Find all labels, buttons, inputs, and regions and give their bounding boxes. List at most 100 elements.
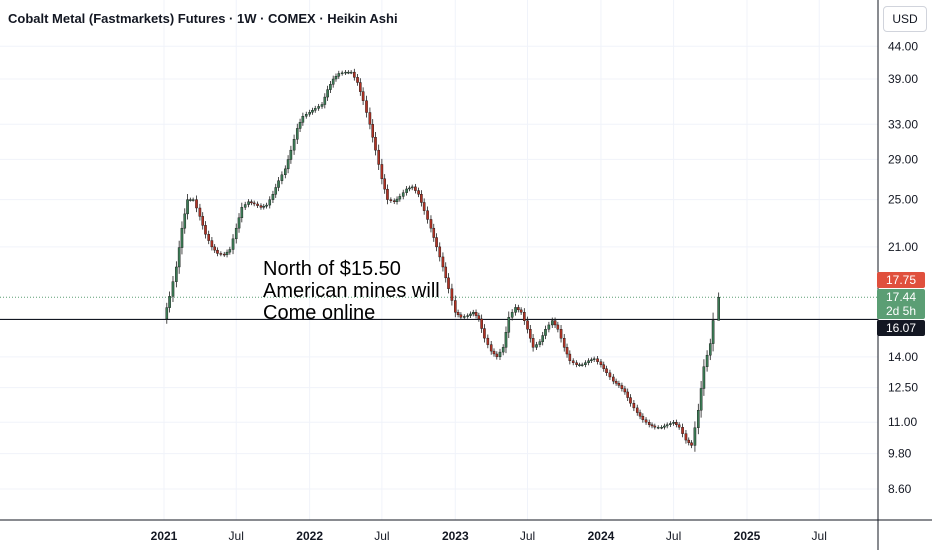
annotation-line-3: Come online (263, 302, 375, 324)
candle-up (660, 427, 663, 429)
candle-up (240, 207, 244, 218)
candle-up (329, 84, 332, 90)
candle-up (183, 213, 187, 229)
price-tags: 17.75 17.44 2d 5h 16.07 (877, 272, 925, 336)
candle-up (340, 72, 344, 75)
candle-up (547, 324, 551, 330)
candle-down (629, 397, 632, 404)
candle-up (469, 313, 472, 316)
candle-down (559, 329, 563, 339)
x-tick-label: 2023 (442, 529, 469, 543)
candle-down (602, 364, 606, 369)
candle-down (414, 186, 417, 191)
upper-price-tag (877, 272, 925, 288)
candle-down (531, 338, 535, 348)
candle-up (398, 196, 402, 200)
currency-button[interactable]: USD (883, 6, 927, 32)
candle-down (368, 112, 372, 125)
candle-up (286, 159, 290, 170)
candle-up (271, 194, 275, 200)
candle-up (326, 89, 329, 98)
candle-up (231, 238, 235, 250)
candle-up (165, 307, 169, 320)
candle-down (650, 424, 654, 427)
candle-down (435, 237, 438, 248)
current-price-tag (877, 289, 925, 319)
candle-up (538, 341, 542, 345)
candle-down (529, 329, 532, 339)
y-tick-label: 25.00 (888, 193, 918, 207)
candle-down (492, 350, 496, 355)
chart-title: Cobalt Metal (Fastmarkets) Futures · 1W … (8, 11, 398, 26)
candle-up (284, 168, 287, 176)
candle-up (669, 423, 672, 425)
candle-down (420, 194, 423, 203)
x-tick-label: 2021 (151, 529, 178, 543)
candle-up (656, 427, 660, 429)
candle-down (450, 288, 454, 301)
candle-down (675, 422, 678, 425)
x-tick-label: Jul (666, 529, 681, 543)
candle-up (171, 281, 175, 297)
candle-up (295, 128, 299, 140)
candle-up (708, 343, 712, 356)
candle-up (587, 360, 590, 363)
candle-up (277, 180, 280, 188)
candle-down (653, 425, 657, 428)
candle-up (462, 316, 466, 318)
line-price-tag (877, 320, 925, 336)
candle-up (311, 110, 314, 113)
candle-down (210, 240, 214, 248)
candle-up (405, 188, 408, 193)
annotation-text: North of $15.50 American mines will Come… (263, 258, 440, 324)
candle-down (690, 442, 693, 446)
candle-down (605, 368, 608, 374)
candle-down (438, 246, 442, 258)
candle-up (191, 199, 195, 201)
candle-up (697, 409, 700, 428)
candle-down (359, 82, 362, 92)
candle-up (262, 205, 266, 208)
y-tick-label: 12.50 (888, 381, 918, 395)
candle-up (578, 364, 581, 366)
candle-up (225, 251, 229, 255)
candle-down (386, 188, 389, 200)
candle-down (565, 347, 569, 355)
candle-down (632, 403, 636, 409)
x-tick-label: 2025 (734, 529, 761, 543)
y-tick-label: 11.00 (888, 415, 917, 429)
candle-up (504, 332, 508, 348)
candle-up (541, 335, 544, 342)
candle-up (180, 227, 184, 248)
x-tick-label: Jul (520, 529, 535, 543)
candle-up (337, 73, 341, 77)
line-price-label: 16.07 (886, 321, 916, 335)
candle-down (213, 246, 216, 251)
candle-up (544, 329, 547, 336)
candle-down (417, 190, 420, 195)
candle-down (201, 216, 205, 226)
candle-up (401, 192, 405, 197)
candle-up (228, 249, 232, 253)
upper-price-label: 17.75 (886, 273, 916, 287)
candle-up (580, 364, 584, 366)
candle-down (356, 77, 359, 83)
candle-up (471, 312, 475, 315)
candle-down (571, 360, 575, 363)
candle-up (702, 366, 706, 389)
candle-up (189, 199, 192, 201)
y-tick-label: 21.00 (888, 240, 918, 254)
candle-down (250, 201, 253, 204)
candles (165, 68, 720, 452)
candle-down (614, 380, 618, 384)
y-tick-label: 14.00 (888, 350, 918, 364)
candle-down (252, 202, 256, 205)
candle-up (395, 198, 399, 202)
candle-down (486, 337, 490, 345)
candle-up (663, 425, 666, 428)
y-tick-label: 29.00 (888, 152, 918, 166)
candle-down (556, 324, 560, 330)
candle-down (454, 300, 457, 313)
